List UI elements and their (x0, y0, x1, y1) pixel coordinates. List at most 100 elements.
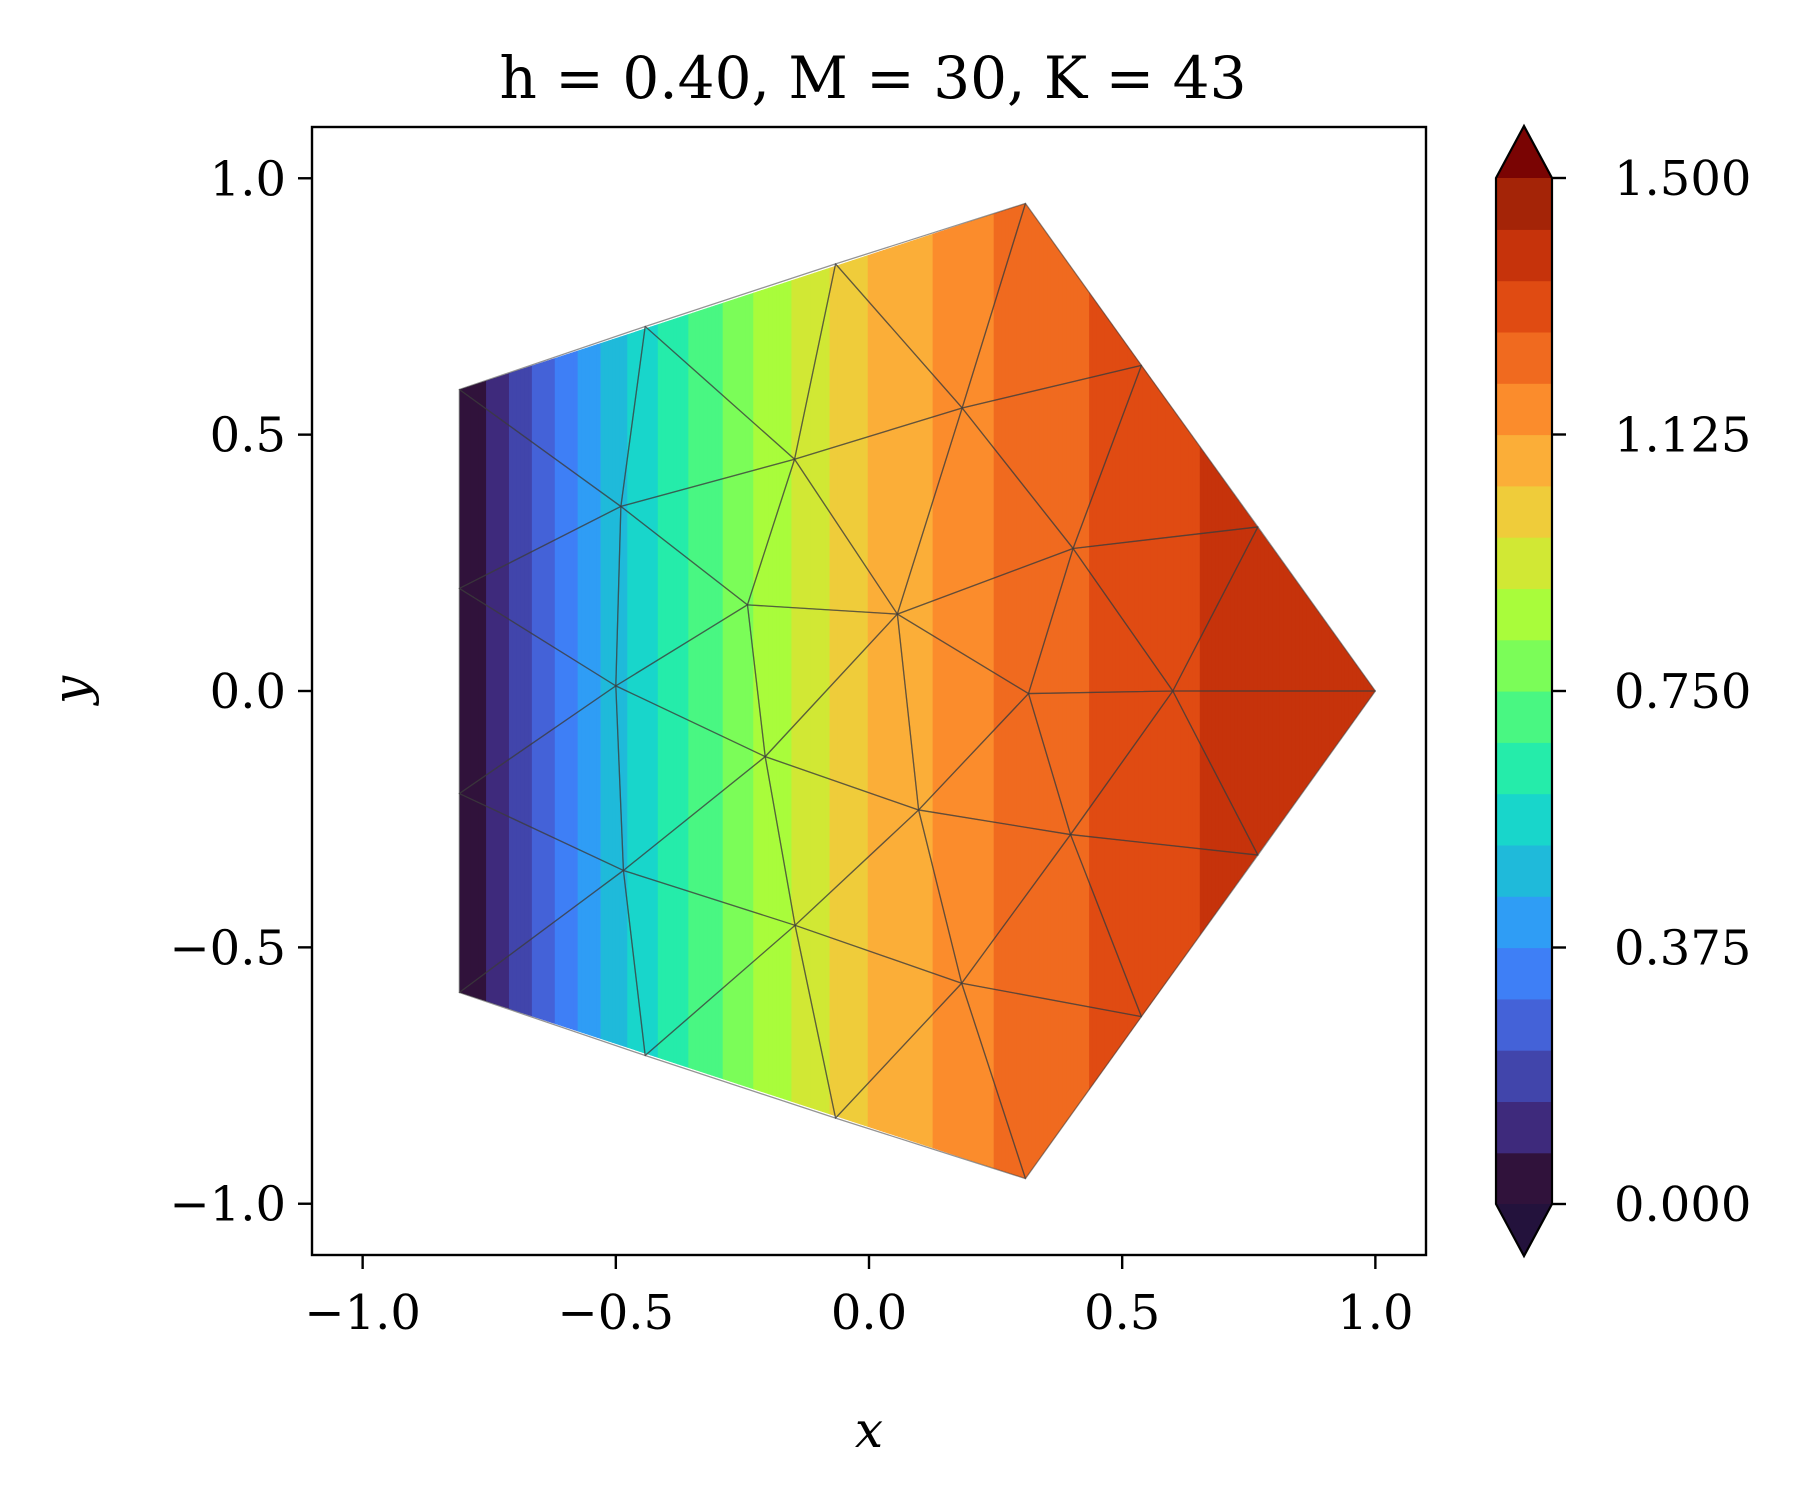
contour-band (875, 203, 880, 1179)
contour-band (932, 203, 938, 1179)
x-tick-label: 1.0 (1337, 1285, 1413, 1341)
contour-band (547, 203, 552, 1179)
contour-band (841, 203, 846, 1179)
x-tick-label: 0.5 (1084, 1285, 1160, 1341)
contour-band (974, 203, 980, 1179)
contour-band (665, 203, 671, 1179)
contour-band (1050, 203, 1056, 1179)
contour-band (963, 203, 968, 1179)
contour-band (1062, 203, 1068, 1179)
colorbar-segment (1496, 1101, 1552, 1154)
contour-band (531, 203, 537, 1179)
colorbar-segment (1496, 1152, 1552, 1205)
contour-band (615, 203, 621, 1179)
contour-band (627, 203, 632, 1179)
contour-band (493, 203, 499, 1179)
contour-band (806, 203, 812, 1179)
contour-band (642, 203, 648, 1179)
contour-band (764, 203, 770, 1179)
x-tick-label: −0.5 (558, 1285, 675, 1341)
contour-band (715, 203, 720, 1179)
contour-band (1073, 203, 1079, 1179)
contour-band (654, 203, 659, 1179)
contour-band (1047, 203, 1052, 1179)
colorbar-segment (1496, 434, 1552, 487)
contour-band (1066, 203, 1071, 1179)
colorbar: 0.000 0.375 0.750 1.125 1.500 (1494, 123, 1751, 1259)
contour-band (802, 203, 808, 1179)
contour-band (1001, 203, 1006, 1179)
contour-band (512, 203, 518, 1179)
contour-band (524, 203, 529, 1179)
contour-band (669, 203, 674, 1179)
contour-band (707, 203, 713, 1179)
contour-band (619, 203, 625, 1179)
colorbar-segment (1496, 229, 1552, 282)
contour-band (474, 203, 480, 1179)
contour-band (917, 203, 922, 1179)
y-axis: 1.0 0.5 0.0 −0.5 −1.0 (169, 151, 312, 1233)
contour-band (860, 203, 865, 1179)
contour-band (787, 203, 793, 1179)
contour-band (470, 203, 476, 1179)
colorbar-segment (1496, 639, 1552, 692)
colorbar-segment (1496, 691, 1552, 743)
contour-band (661, 203, 667, 1179)
contour-band (848, 203, 854, 1179)
contour-band (646, 203, 651, 1179)
contour-band (1031, 203, 1037, 1179)
contour-band (478, 203, 484, 1179)
contour-band (883, 203, 888, 1179)
contour-band (863, 203, 869, 1179)
y-tick-label: −0.5 (169, 920, 286, 976)
y-tick-label: 0.5 (210, 408, 286, 464)
colorbar-extend-top (1496, 126, 1552, 178)
contour-band (989, 203, 995, 1179)
contour-band (951, 203, 957, 1179)
contour-band (1096, 203, 1102, 1179)
contour-band (1070, 203, 1075, 1179)
contour-band (776, 203, 781, 1179)
contour-band (730, 203, 735, 1179)
contour-band (726, 203, 732, 1179)
contour-band (734, 203, 739, 1179)
contour-band (924, 203, 930, 1179)
contour-band (1123, 203, 1129, 1179)
contour-band (1054, 203, 1060, 1179)
contour-band (562, 203, 568, 1179)
contour-band (741, 203, 747, 1179)
contour-band (757, 203, 762, 1179)
mesh-edges (458, 202, 1377, 1180)
contour-band (489, 203, 495, 1179)
contour-band (1077, 203, 1083, 1179)
contour-band (795, 203, 800, 1179)
contour-band (810, 203, 816, 1179)
contour-band (959, 203, 964, 1179)
contour-band (634, 203, 640, 1179)
contour-band (818, 203, 823, 1179)
contour-band (703, 203, 709, 1179)
contour-band (543, 203, 548, 1179)
contour-band (566, 203, 571, 1179)
contour-band (585, 203, 590, 1179)
y-axis-label: y (42, 675, 100, 706)
contour-band (535, 203, 541, 1179)
contour-band (1115, 203, 1121, 1179)
colorbar-segment (1496, 998, 1552, 1051)
contour-band (982, 203, 987, 1179)
contour-band (1112, 203, 1117, 1179)
contour-band (821, 203, 827, 1179)
contour-band (699, 203, 705, 1179)
contour-band (501, 203, 506, 1179)
contour-band (1039, 203, 1045, 1179)
contour-band (1028, 203, 1033, 1179)
contour-band (692, 203, 697, 1179)
colorbar-segment (1496, 178, 1552, 230)
contour-band (1043, 203, 1048, 1179)
contour-band (829, 203, 835, 1179)
contour-band (695, 203, 701, 1179)
contour-band (718, 203, 724, 1179)
contour-band (508, 203, 514, 1179)
colorbar-segment (1496, 383, 1552, 436)
contour-band (600, 203, 606, 1179)
